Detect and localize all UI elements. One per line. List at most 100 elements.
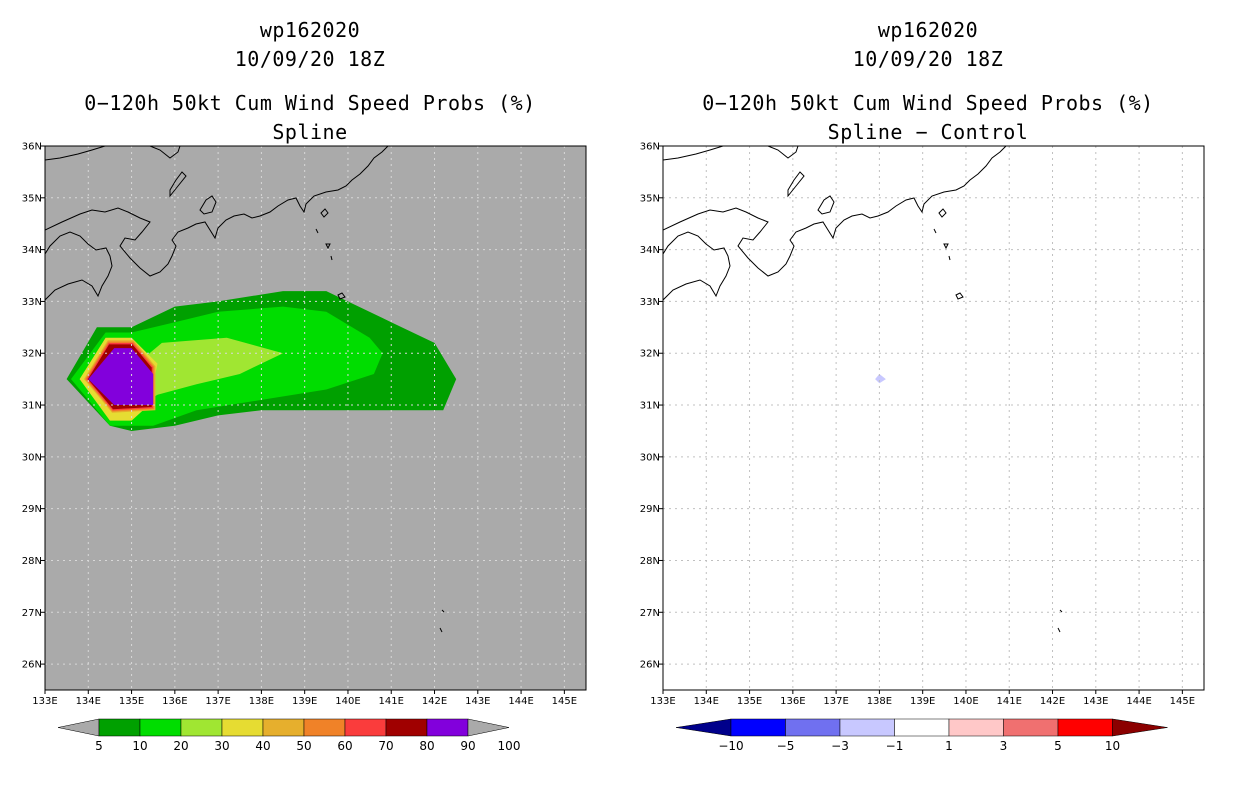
left-colorbar-swatch bbox=[303, 718, 346, 737]
right-xtick-label: 138E bbox=[867, 696, 892, 707]
right-ytick-label: 30N bbox=[640, 452, 660, 463]
right-ytick-label: 32N bbox=[640, 349, 660, 360]
right-colorbar: −10 −5 −3 −1 1 3 5 10 bbox=[675, 718, 1168, 753]
left-colorbar-label: 80 bbox=[419, 739, 434, 753]
left-colorbar-label: 100 bbox=[498, 739, 521, 753]
left-colorbar-swatch bbox=[98, 718, 141, 737]
left-colorbar-swatch bbox=[385, 718, 428, 737]
right-map-panel: 133E 134E 135E 136E 137E 138E 139E 140E 141E 142E… bbox=[640, 142, 1205, 707]
left-colorbar-swatch bbox=[344, 718, 387, 737]
right-colorbar-label: −5 bbox=[777, 739, 795, 753]
left-xtick-label: 145E bbox=[552, 696, 577, 707]
right-ytick-label: 31N bbox=[640, 401, 660, 412]
right-colorbar-swatch bbox=[894, 718, 950, 737]
left-datetime: 10/09/20 18Z bbox=[234, 47, 386, 71]
right-xtick-label: 135E bbox=[737, 696, 762, 707]
right-ytick-label: 29N bbox=[640, 504, 660, 515]
left-colorbar-label: 60 bbox=[337, 739, 352, 753]
left-colorbar-label: 10 bbox=[132, 739, 147, 753]
left-ytick-label: 31N bbox=[22, 401, 42, 412]
right-colorbar-swatch bbox=[839, 718, 895, 737]
right-colorbar-label: 5 bbox=[1054, 739, 1062, 753]
left-colorbar-label: 5 bbox=[95, 739, 103, 753]
left-map-frame bbox=[44, 145, 587, 691]
right-xtick-label: 143E bbox=[1083, 696, 1108, 707]
left-contour-20 bbox=[118, 337, 283, 411]
right-colorbar-over-arrow bbox=[1112, 718, 1168, 737]
right-xtick-label: 133E bbox=[650, 696, 675, 707]
left-xtick-label: 144E bbox=[508, 696, 533, 707]
right-colorbar-label: −3 bbox=[831, 739, 849, 753]
right-ytick-label: 35N bbox=[640, 193, 660, 204]
right-colorbar-label: 3 bbox=[1000, 739, 1008, 753]
right-colorbar-swatch bbox=[1003, 718, 1059, 737]
left-xtick-label: 143E bbox=[465, 696, 490, 707]
left-colorbar-label: 20 bbox=[173, 739, 188, 753]
left-xtick-label: 139E bbox=[292, 696, 317, 707]
left-ytick-label: 29N bbox=[22, 504, 42, 515]
left-storm-id: wp162020 bbox=[259, 18, 361, 42]
left-coastlines bbox=[45, 146, 445, 633]
left-ytick-label: 30N bbox=[22, 452, 42, 463]
left-ytick-label: 34N bbox=[22, 245, 42, 256]
right-ytick-label: 36N bbox=[640, 142, 660, 153]
left-ytick-label: 35N bbox=[22, 193, 42, 204]
left-xtick-label: 142E bbox=[422, 696, 447, 707]
left-title: 0−120h 50kt Cum Wind Speed Probs (%) bbox=[84, 91, 536, 115]
right-xtick-label: 144E bbox=[1126, 696, 1151, 707]
right-colorbar-swatch bbox=[948, 718, 1004, 737]
right-map-frame bbox=[662, 145, 1205, 691]
right-colorbar-swatch bbox=[1057, 718, 1113, 737]
left-ytick-label: 32N bbox=[22, 349, 42, 360]
right-xtick-label: 141E bbox=[997, 696, 1022, 707]
right-colorbar-label: −1 bbox=[886, 739, 904, 753]
right-ytick-label: 33N bbox=[640, 297, 660, 308]
right-colorbar-under-arrow bbox=[675, 718, 732, 737]
left-ytick-label: 27N bbox=[22, 608, 42, 619]
left-colorbar-swatch bbox=[180, 718, 223, 737]
left-colorbar-swatch bbox=[426, 718, 469, 737]
left-colorbar-label: 90 bbox=[460, 739, 475, 753]
left-xtick-label: 140E bbox=[335, 696, 360, 707]
left-colorbar-swatch bbox=[262, 718, 305, 737]
left-colorbar-swatch bbox=[221, 718, 264, 737]
left-colorbar-label: 30 bbox=[214, 739, 229, 753]
right-ytick-label: 28N bbox=[640, 556, 660, 567]
right-xtick-label: 136E bbox=[780, 696, 805, 707]
left-ytick-label: 28N bbox=[22, 556, 42, 567]
right-title: 0−120h 50kt Cum Wind Speed Probs (%) bbox=[702, 91, 1154, 115]
right-map-background bbox=[663, 146, 1204, 690]
left-xtick-label: 137E bbox=[205, 696, 230, 707]
right-datetime: 10/09/20 18Z bbox=[852, 47, 1004, 71]
right-colorbar-label: −10 bbox=[718, 739, 743, 753]
right-colorbar-label: 1 bbox=[945, 739, 953, 753]
right-subtitle: Spline − Control bbox=[827, 120, 1029, 144]
right-colorbar-swatch bbox=[730, 718, 786, 737]
left-subtitle: Spline bbox=[272, 120, 348, 144]
left-xtick-label: 138E bbox=[249, 696, 274, 707]
left-ytick-label: 33N bbox=[22, 297, 42, 308]
right-xtick-label: 140E bbox=[953, 696, 978, 707]
right-xtick-label: 145E bbox=[1170, 696, 1195, 707]
right-ytick-label: 34N bbox=[640, 245, 660, 256]
left-colorbar-label: 40 bbox=[255, 739, 270, 753]
left-map-panel: 133E 134E 135E 136E 137E 138E 139E 140E 141E 142E… bbox=[22, 142, 587, 707]
right-xtick-label: 134E bbox=[694, 696, 719, 707]
right-ytick-label: 26N bbox=[640, 660, 660, 671]
left-xtick-label: 135E bbox=[119, 696, 144, 707]
right-ytick-label: 27N bbox=[640, 608, 660, 619]
right-contour--3---1 bbox=[875, 374, 886, 384]
left-colorbar-swatch bbox=[139, 718, 182, 737]
right-coastlines bbox=[663, 146, 1063, 633]
left-colorbar-label: 50 bbox=[296, 739, 311, 753]
left-contour-100-top bbox=[88, 348, 154, 405]
right-colorbar-label: 10 bbox=[1105, 739, 1120, 753]
left-ytick-label: 26N bbox=[22, 660, 42, 671]
left-xtick-label: 134E bbox=[76, 696, 101, 707]
left-xtick-label: 133E bbox=[32, 696, 57, 707]
right-xtick-label: 139E bbox=[910, 696, 935, 707]
right-storm-id: wp162020 bbox=[877, 18, 979, 42]
left-colorbar: 5 10 20 30 40 50 60 70 80 90 100 bbox=[57, 718, 521, 753]
right-xtick-label: 142E bbox=[1040, 696, 1065, 707]
